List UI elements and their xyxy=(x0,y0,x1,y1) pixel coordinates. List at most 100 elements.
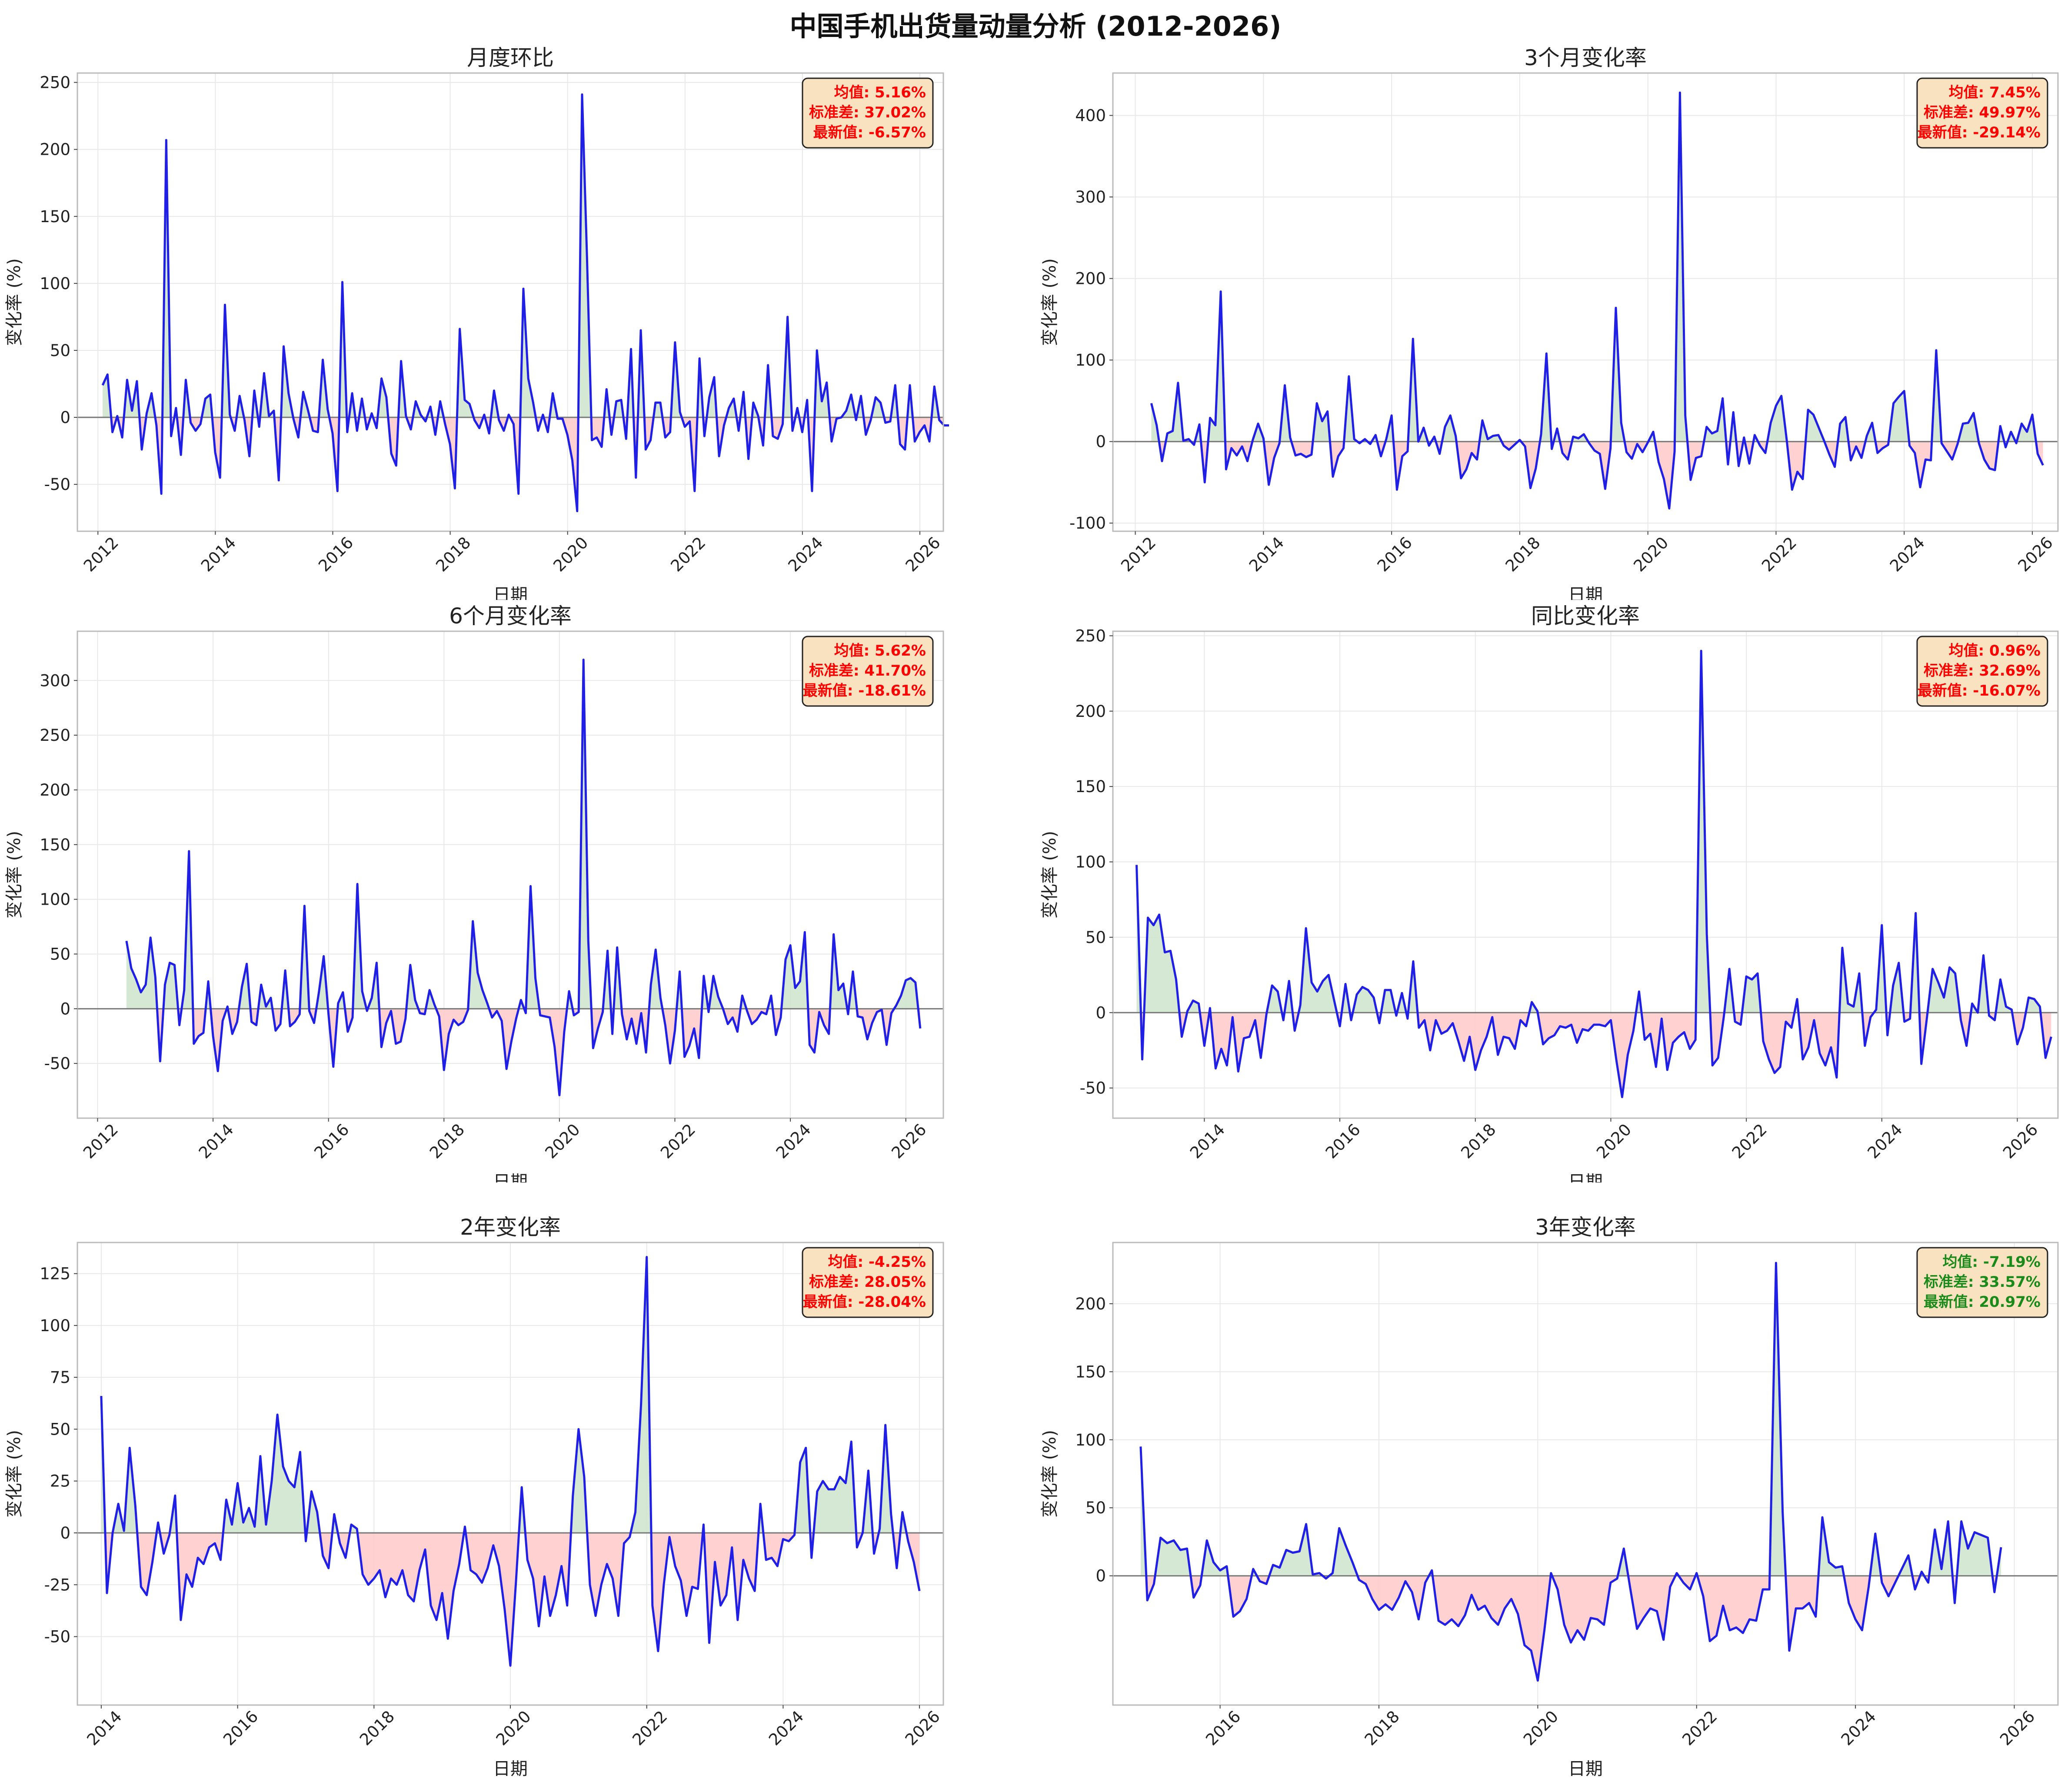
y-tick-label: 200 xyxy=(1075,702,1106,721)
chart-panel-3-year: 3年变化率 0 50 100 150 200 2016 2018 2020 2022 2024 202… xyxy=(1040,1215,2059,1779)
axes-frame xyxy=(77,72,944,532)
y-tick-label: 50 xyxy=(50,945,70,963)
stat-std: 标准差: 37.02% xyxy=(809,104,926,121)
series-line xyxy=(1150,91,2044,510)
y-tick-label: 0 xyxy=(60,1524,70,1542)
y-axis-label: 变化率 (%) xyxy=(4,1430,24,1518)
y-tick-label: -50 xyxy=(44,475,70,494)
x-tick-label: 2014 xyxy=(195,1120,237,1162)
x-tick-label: 2014 xyxy=(197,533,240,576)
y-tick-label: 25 xyxy=(50,1472,70,1491)
positive-fill-area xyxy=(126,660,919,1009)
y-tick-label: 100 xyxy=(40,274,70,293)
axes-frame xyxy=(1112,72,2059,532)
y-tick-label: 0 xyxy=(1095,433,1106,451)
x-tick-label: 2026 xyxy=(1996,1707,2038,1749)
x-tick-label: 2024 xyxy=(785,533,827,576)
x-tick-label: 2016 xyxy=(220,1707,262,1749)
x-tick-label: 2026 xyxy=(1999,1120,2041,1162)
stats-box xyxy=(802,1247,934,1318)
x-tick-label: 2020 xyxy=(549,533,592,576)
x-tick-label: 2016 xyxy=(315,533,357,576)
x-tick-label: 2022 xyxy=(1758,533,1800,576)
y-tick-label: -50 xyxy=(44,1054,70,1073)
stat-latest: 最新值: -18.61% xyxy=(803,682,926,699)
stat-std: 标准差: 28.05% xyxy=(809,1273,926,1291)
stat-mean: 均值: -7.19% xyxy=(1943,1253,2041,1271)
positive-fill-area xyxy=(1136,651,2041,1013)
x-tick-label: 2024 xyxy=(765,1707,807,1749)
y-tick-label: 300 xyxy=(40,671,70,690)
x-tick-label: 2018 xyxy=(1457,1120,1499,1162)
stat-mean: 均值: 5.16% xyxy=(834,84,926,101)
y-tick-label: 250 xyxy=(40,73,70,92)
negative-fill-area xyxy=(1140,1575,2001,1681)
y-tick-label: 150 xyxy=(40,836,70,854)
x-tick-label: 2022 xyxy=(667,533,709,576)
stat-mean: 均值: -4.25% xyxy=(828,1253,926,1271)
y-tick-label: 75 xyxy=(50,1368,70,1387)
stat-latest: 最新值: 20.97% xyxy=(1924,1293,2041,1311)
x-tick-label: 2026 xyxy=(902,1707,944,1749)
x-tick-label: 2018 xyxy=(1502,533,1544,576)
chart-panel-monthly: 月度环比 -50 0 50 100 150 200 250 2012 2014 2016 2018 20… xyxy=(4,45,949,600)
x-tick-label: 2018 xyxy=(356,1707,398,1749)
stat-latest: 最新值: -28.04% xyxy=(803,1293,926,1311)
x-tick-label: 2014 xyxy=(83,1707,126,1749)
stats-box xyxy=(1916,636,2048,707)
chart-panel-2-year: 2年变化率 -50 -25 0 25 50 75 100 125 2014 2016 2018 2020… xyxy=(4,1215,944,1779)
stat-mean: 均值: 5.62% xyxy=(834,642,926,660)
y-tick-label: 150 xyxy=(40,207,70,226)
stats-box xyxy=(1916,77,2048,149)
figure-title: 中国手机出货量动量分析 (2012-2026) xyxy=(789,10,1282,42)
stat-std: 标准差: 41.70% xyxy=(809,662,926,679)
chart-title: 月度环比 xyxy=(467,45,554,70)
x-tick-label: 2024 xyxy=(1838,1707,1880,1749)
x-tick-label: 2022 xyxy=(1678,1707,1721,1749)
x-tick-label: 2016 xyxy=(1202,1707,1244,1749)
positive-fill-area xyxy=(101,1257,920,1533)
axes-frame xyxy=(1112,1242,2059,1706)
y-axis-label: 变化率 (%) xyxy=(4,831,24,919)
series-line xyxy=(125,658,922,1096)
stats-box xyxy=(802,77,934,149)
negative-fill-area xyxy=(103,417,943,511)
x-tick-label: 2020 xyxy=(1520,1707,1562,1749)
y-axis-label: 变化率 (%) xyxy=(1040,258,1060,346)
y-tick-label: 50 xyxy=(1085,928,1106,947)
x-tick-label: 2022 xyxy=(657,1120,699,1162)
x-tick-label: 2018 xyxy=(426,1120,468,1162)
y-tick-label: -25 xyxy=(44,1575,70,1594)
x-tick-label: 2022 xyxy=(1728,1120,1771,1162)
x-tick-label: 2026 xyxy=(2014,533,2057,576)
y-tick-label: 150 xyxy=(1075,777,1106,796)
negative-fill-area xyxy=(1136,1013,2051,1097)
stat-mean: 均值: 0.96% xyxy=(1949,642,2041,660)
chart-title: 3个月变化率 xyxy=(1524,45,1647,70)
series-line xyxy=(1135,650,2052,1098)
x-tick-label: 2024 xyxy=(1864,1120,1906,1162)
y-tick-label: 0 xyxy=(1095,1567,1106,1585)
stat-std: 标准差: 49.97% xyxy=(1924,104,2041,121)
y-tick-label: 100 xyxy=(1075,351,1106,370)
y-tick-label: 50 xyxy=(50,1420,70,1439)
x-tick-label: 2014 xyxy=(1245,533,1288,576)
x-axis-label: 日期 xyxy=(1568,585,1603,600)
y-tick-label: 300 xyxy=(1075,188,1106,207)
axes-frame xyxy=(77,630,944,1119)
stat-std: 标准差: 32.69% xyxy=(1924,662,2041,679)
y-tick-label: 200 xyxy=(40,140,70,159)
y-tick-label: 250 xyxy=(1075,626,1106,645)
chart-title: 6个月变化率 xyxy=(449,603,572,629)
x-axis-label: 日期 xyxy=(493,1759,528,1779)
y-tick-label: 50 xyxy=(1085,1499,1106,1517)
chart-panel-yoy: 同比变化率 -50 0 50 100 150 200 250 2014 2016 2018 2020 2… xyxy=(1040,603,2059,1182)
y-tick-label: -100 xyxy=(1069,514,1106,533)
chart-panel-6-month: 6个月变化率 -50 0 50 100 150 200 250 300 2012 2014 2016 2… xyxy=(4,603,944,1182)
x-tick-label: 2024 xyxy=(1886,533,1928,576)
y-tick-label: 0 xyxy=(60,999,70,1018)
positive-fill-area xyxy=(103,94,939,418)
x-tick-label: 2016 xyxy=(310,1120,353,1162)
y-tick-label: 150 xyxy=(1075,1362,1106,1381)
chart-title: 3年变化率 xyxy=(1535,1215,1636,1240)
